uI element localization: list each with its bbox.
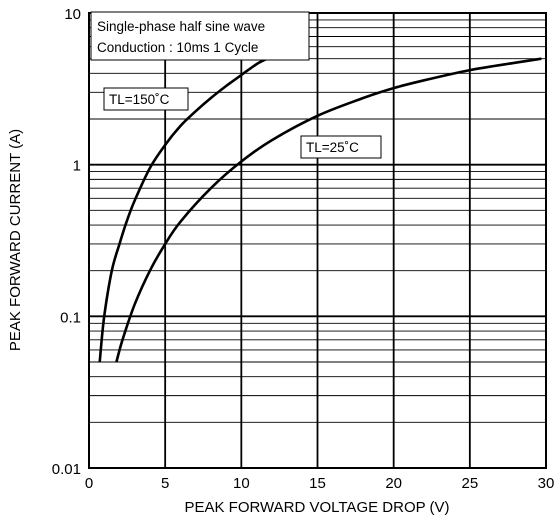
x-tick-label: 10 bbox=[233, 475, 250, 492]
conditions-annotation: Single-phase half sine wave Conduction :… bbox=[90, 11, 310, 61]
annotation-line-2: Conduction : 10ms 1 Cycle bbox=[97, 40, 258, 55]
x-tick-label: 20 bbox=[385, 475, 402, 492]
x-tick-label: 25 bbox=[461, 475, 478, 492]
y-tick-label: 0.01 bbox=[52, 461, 81, 478]
y-tick-label: 10 bbox=[64, 6, 81, 23]
y-tick-label: 0.1 bbox=[60, 309, 81, 326]
tick-labels: 0 5 10 15 20 25 30 0.01 0.1 1 10 bbox=[52, 6, 555, 492]
series-label-25c: TL=25˚C bbox=[300, 135, 382, 159]
series-line-25c bbox=[115, 57, 542, 363]
series-curves bbox=[98, 57, 542, 363]
x-tick-label: 30 bbox=[538, 475, 555, 492]
series-label-150c-text: TL=150˚C bbox=[109, 92, 170, 107]
annotation-line-1: Single-phase half sine wave bbox=[97, 19, 265, 34]
series-line-150c bbox=[98, 57, 268, 363]
y-tick-label: 1 bbox=[73, 158, 81, 175]
y-axis-label: PEAK FORWARD CURRENT (A) bbox=[7, 129, 24, 351]
x-tick-label: 5 bbox=[161, 475, 169, 492]
x-axis-label: PEAK FORWARD VOLTAGE DROP (V) bbox=[184, 499, 449, 516]
series-label-150c: TL=150˚C bbox=[103, 87, 189, 111]
x-tick-label: 0 bbox=[85, 475, 93, 492]
plot-frame bbox=[88, 12, 547, 469]
x-tick-label: 15 bbox=[309, 475, 326, 492]
grid-lines bbox=[88, 12, 547, 469]
series-label-25c-text: TL=25˚C bbox=[306, 140, 359, 155]
